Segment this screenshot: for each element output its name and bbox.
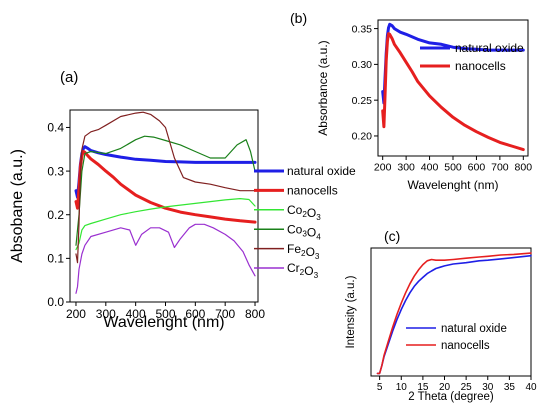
y-axis-label: Intensity (a.u.) [345,275,357,348]
x-tick-label: 300 [96,307,116,321]
x-tick-label: 15 [417,382,429,393]
legend-label-3: Co3O4 [287,222,321,241]
legend-label-1: nanocells [441,340,490,352]
y-tick-label: 0.0 [47,295,64,309]
x-axis-label: Wavelenght (nm) [103,314,224,331]
x-tick-label: 700 [215,307,235,321]
y-tick-label: 0.25 [352,95,373,107]
legend-label-0: natural oxide [455,41,524,55]
series-line-1 [381,32,525,152]
x-tick-label: 800 [515,162,533,174]
x-tick-label: 20 [439,382,451,393]
plot-frame [370,247,532,377]
y-tick-label: 0.30 [352,59,373,71]
series-line-1 [376,252,532,375]
series-line-5 [75,223,256,294]
legend-label-0: natural oxide [441,323,507,335]
legend-label-1: nanocells [287,184,338,198]
x-tick-label: 500 [155,307,175,321]
x-tick-label: 600 [468,162,486,174]
legend-label-0: natural oxide [287,164,356,178]
plot-frame [69,109,259,303]
x-tick-label: 25 [461,382,473,393]
x-tick-label: 300 [397,162,415,174]
series-line-3 [75,135,256,246]
legend-label-4: Fe2O3 [287,242,320,261]
y-tick-label: 0.3 [47,164,64,178]
x-tick-label: 800 [245,307,265,321]
x-tick-label: 700 [491,162,509,174]
panel-label: (b) [290,10,307,26]
x-axis-label: 2 Theta (degree) [408,391,494,403]
x-tick-label: 10 [396,382,408,393]
panel-b: (b) 200 300 400 500 600 700 800 0.20 0.25 0.30 0.35… [290,10,532,192]
x-tick-label: 400 [421,162,439,174]
y-tick-label: 0.20 [352,131,373,143]
x-tick-label: 5 [377,382,383,393]
y-axis-label: Absobane (a.u.) [9,149,26,263]
y-tick-label: 0.4 [47,121,64,135]
x-tick-label: 200 [374,162,392,174]
panel-label: (c) [384,228,400,244]
x-tick-label: 200 [66,307,86,321]
x-tick-label: 30 [482,382,494,393]
series-line-2 [75,198,256,251]
panel-label: (a) [60,69,78,86]
y-axis-label: Absorbance (a.u.) [316,40,330,135]
y-tick-label: 0.1 [47,252,64,266]
x-tick-label: 40 [525,382,537,393]
legend-label-5: Cr2O3 [287,261,319,280]
y-tick-label: 0.2 [47,208,64,222]
panel-a: (a) 200 300 400 500 600 700 800 0.0 0.1 0.2 0.3 0.4 W… [9,69,356,331]
x-tick-label: 500 [444,162,462,174]
x-tick-label: 600 [185,307,205,321]
series-line-4 [75,111,256,264]
series-line-0 [376,254,532,375]
x-tick-label: 400 [126,307,146,321]
legend-label-1: nanocells [455,59,506,73]
y-tick-label: 0.35 [352,23,373,35]
panel-c: (c) 5 10 15 20 25 30 35 40 2 Theta (degree) Intens… [345,228,537,403]
x-tick-label: 35 [504,382,516,393]
x-axis-label: Wavelenght (nm) [408,178,499,192]
legend-label-2: Co2O3 [287,203,321,222]
